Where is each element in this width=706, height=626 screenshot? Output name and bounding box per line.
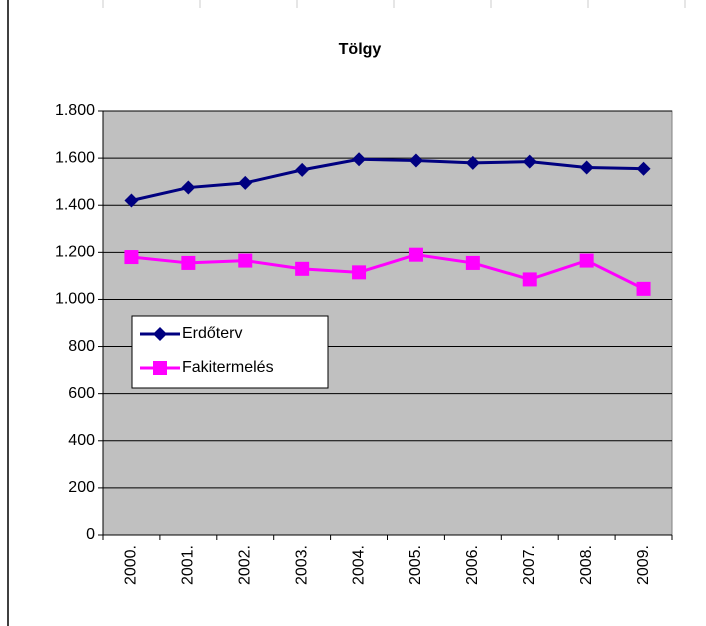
y-tick-label: 1.000 xyxy=(55,291,95,308)
series-line xyxy=(131,253,645,291)
marker xyxy=(636,281,651,296)
marker xyxy=(295,261,310,276)
marker xyxy=(153,361,167,375)
marker xyxy=(352,265,367,280)
x-tick-label: 2009. xyxy=(635,545,652,585)
y-tick-label: 400 xyxy=(68,432,95,449)
y-tick-label: 1.800 xyxy=(55,102,95,119)
marker xyxy=(181,180,196,195)
y-tick-label: 1.600 xyxy=(55,149,95,166)
marker xyxy=(153,327,167,341)
marker xyxy=(181,255,196,270)
y-tick-label: 200 xyxy=(68,479,95,496)
x-tick-label: 2006. xyxy=(464,545,481,585)
x-tick-label: 2001. xyxy=(180,545,197,585)
marker xyxy=(408,153,423,168)
marker xyxy=(295,162,310,177)
marker xyxy=(579,253,594,268)
marker xyxy=(579,160,594,175)
x-tick-label: 2005. xyxy=(407,545,424,585)
x-tick-label: 2002. xyxy=(236,545,253,585)
legend-label: Fakitermelés xyxy=(182,359,274,376)
marker xyxy=(408,247,423,262)
marker xyxy=(636,161,651,176)
marker xyxy=(522,154,537,169)
y-tick-label: 1.200 xyxy=(55,244,95,261)
x-tick-label: 2008. xyxy=(578,545,595,585)
marker xyxy=(352,152,367,167)
y-tick-label: 1.400 xyxy=(55,196,95,213)
marker xyxy=(124,193,139,208)
y-tick-label: 0 xyxy=(86,526,95,543)
marker xyxy=(124,250,139,265)
marker xyxy=(522,272,537,287)
series-line xyxy=(131,157,644,202)
x-tick-label: 2007. xyxy=(521,545,538,585)
y-tick-label: 800 xyxy=(68,338,95,355)
x-tick-label: 2000. xyxy=(123,545,140,585)
legend-box xyxy=(131,315,329,389)
marker xyxy=(465,155,480,170)
marker xyxy=(238,253,253,268)
chart-title: Tölgy xyxy=(339,41,382,58)
x-tick-label: 2003. xyxy=(293,545,310,585)
x-tick-label: 2004. xyxy=(350,545,367,585)
y-tick-label: 600 xyxy=(68,385,95,402)
marker xyxy=(465,255,480,270)
legend-label: Erdőterv xyxy=(182,325,242,342)
marker xyxy=(238,175,253,190)
